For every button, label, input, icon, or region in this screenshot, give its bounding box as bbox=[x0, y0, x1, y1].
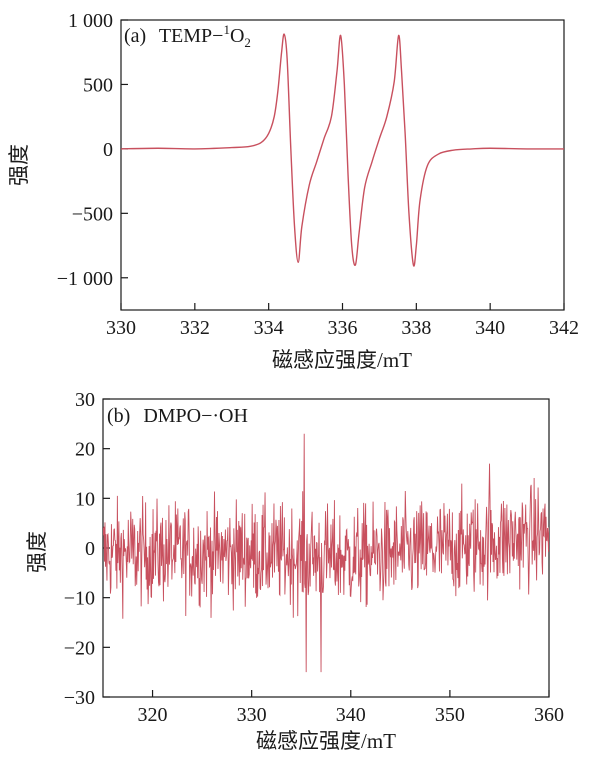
chart-b-y-tick-label: 30 bbox=[75, 389, 95, 411]
chart-a-panel-label: (a) TEMP−1O2 bbox=[124, 22, 251, 50]
chart-b-x-tick-label: 330 bbox=[237, 704, 267, 726]
chart-a-x-tick-label: 340 bbox=[475, 317, 505, 339]
chart-a-y-ticks: 1 000 500 0 −500 −1 000 bbox=[57, 10, 128, 290]
chart-b: 30 20 10 0 −10 −20 −30 320 330 340 350 360 (b) DMP… bbox=[25, 389, 564, 753]
chart-a-x-tick-label: 332 bbox=[180, 317, 210, 339]
chart-a-x-tick-label: 336 bbox=[328, 317, 358, 339]
chart-a-series-line bbox=[120, 33, 565, 267]
chart-a-x-axis-title: 磁感应强度/mT bbox=[272, 348, 412, 372]
chart-a-y-tick-label: −1 000 bbox=[57, 268, 113, 290]
chart-a-y-axis-title: 强度 bbox=[7, 144, 31, 186]
chart-b-y-tick-label: −20 bbox=[64, 637, 95, 659]
chart-b-y-tick-label: −10 bbox=[64, 588, 95, 610]
chart-b-y-axis-title: 强度 bbox=[25, 531, 49, 573]
chart-b-x-tick-label: 320 bbox=[138, 704, 168, 726]
chart-b-y-tick-label: −30 bbox=[64, 687, 95, 709]
chart-a-y-tick-label: 500 bbox=[83, 74, 113, 96]
chart-a: 1 000 500 0 −500 −1 000 330 332 334 336 338 340 34… bbox=[7, 10, 579, 372]
chart-a-y-tick-label: 0 bbox=[103, 139, 113, 161]
chart-b-series-line bbox=[103, 433, 549, 673]
chart-b-y-tick-label: 10 bbox=[75, 488, 95, 510]
chart-b-panel-label: (b) DMPO−·OH bbox=[107, 405, 248, 427]
chart-b-x-tick-label: 360 bbox=[534, 704, 564, 726]
chart-a-x-tick-label: 334 bbox=[254, 317, 284, 339]
chart-a-y-tick-label: −500 bbox=[72, 203, 113, 225]
chart-b-y-tick-label: 0 bbox=[85, 538, 95, 560]
chart-b-x-axis-title: 磁感应强度/mT bbox=[256, 729, 396, 753]
chart-a-x-ticks: 330 332 334 336 338 340 342 bbox=[106, 303, 579, 339]
chart-a-x-tick-label: 342 bbox=[549, 317, 579, 339]
chart-b-y-tick-label: 20 bbox=[75, 439, 95, 461]
chart-a-x-tick-label: 330 bbox=[106, 317, 136, 339]
chart-b-x-ticks: 320 330 340 350 360 bbox=[138, 690, 564, 726]
chart-a-x-tick-label: 338 bbox=[401, 317, 431, 339]
chart-b-x-tick-label: 340 bbox=[336, 704, 366, 726]
chart-b-x-tick-label: 350 bbox=[435, 704, 465, 726]
chart-a-y-tick-label: 1 000 bbox=[68, 10, 113, 32]
